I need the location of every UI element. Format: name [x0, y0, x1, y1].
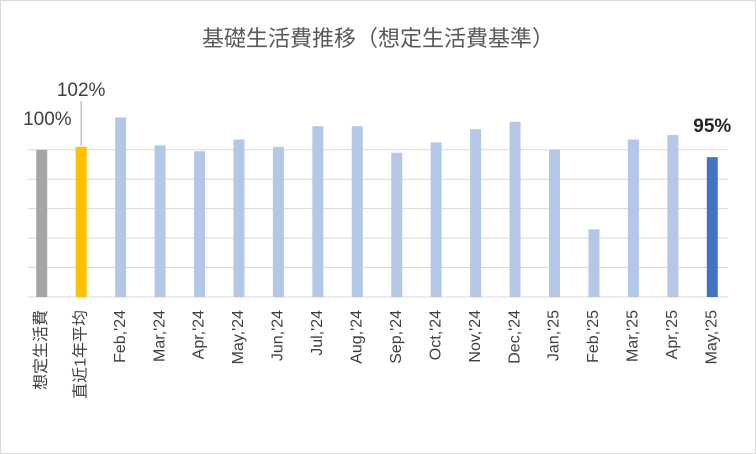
bar: [706, 157, 718, 297]
bar: [272, 146, 284, 297]
x-tick-label: Nov,'24: [467, 310, 484, 363]
bar: [233, 139, 245, 297]
x-tick-label: Aug,'24: [348, 310, 365, 364]
bar: [588, 229, 600, 297]
bar: [627, 139, 639, 297]
x-tick-label: 直近1年平均: [71, 310, 89, 399]
x-tick-label: Apr,'24: [191, 310, 208, 359]
x-tick-label: Apr,'25: [664, 310, 681, 359]
bar: [509, 121, 521, 297]
bar: [75, 146, 87, 297]
x-tick-label: Jan,'25: [546, 310, 563, 361]
x-tick-label: Feb,'24: [112, 310, 129, 363]
bar: [36, 149, 48, 297]
bar: [470, 129, 482, 297]
bar: [391, 152, 403, 297]
bar: [549, 149, 560, 297]
x-tick-label: Feb,'25: [585, 310, 602, 363]
x-tick-label: Jul,'24: [309, 310, 326, 356]
bar: [430, 142, 442, 297]
x-tick-label: Jun,'24: [270, 310, 287, 361]
bar: [194, 151, 205, 297]
value-label: 95%: [693, 116, 731, 137]
value-label: 102%: [57, 80, 106, 101]
x-tick-label: Oct,'24: [427, 310, 444, 360]
bar: [115, 117, 127, 297]
x-tick-label: Sep,'24: [388, 310, 405, 364]
x-tick-label: 想定生活費: [32, 310, 50, 390]
x-tick-label: Mar,'24: [151, 310, 168, 362]
x-tick-label: Mar,'25: [625, 310, 642, 362]
value-label: 100%: [23, 109, 72, 130]
bar: [154, 145, 166, 297]
x-tick-label: May,'25: [703, 310, 720, 364]
x-tick-label: Dec,'24: [506, 310, 523, 364]
x-tick-label: May,'24: [230, 310, 247, 364]
bar: [312, 126, 324, 297]
chart-title: 基礎生活費推移（想定生活費基準）: [202, 26, 554, 51]
bar: [667, 135, 679, 297]
bar: [351, 126, 363, 297]
